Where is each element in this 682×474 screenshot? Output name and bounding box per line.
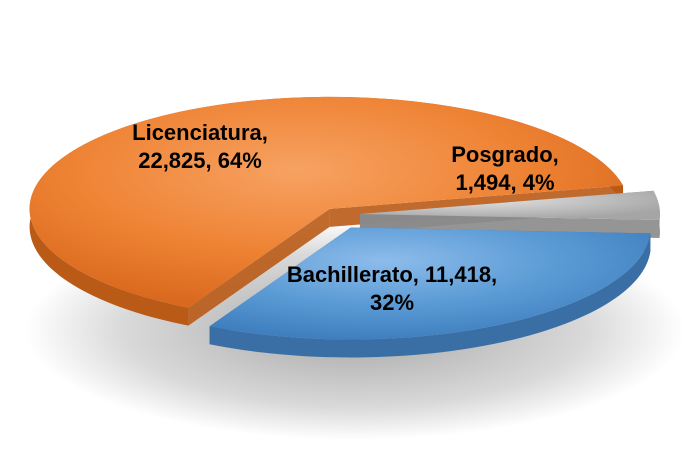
data-label-posgrado: Posgrado, 1,494, 4% <box>451 142 559 195</box>
pie-slice-licenciatura <box>29 96 624 308</box>
data-label-bachillerato: Bachillerato, 11,418, 32% <box>287 262 497 315</box>
data-label-licenciatura: Licenciatura, 22,825, 64% <box>132 120 268 173</box>
pie-labels: Licenciatura, 22,825, 64% Posgrado, 1,494, … <box>132 120 559 315</box>
data-label-line: 22,825, 64% <box>138 148 262 173</box>
data-label-line: Posgrado, <box>451 142 559 167</box>
pie-slice-side-bachillerato <box>209 233 651 358</box>
pie-slice-posgrado <box>359 190 660 221</box>
data-label-line: 32% <box>370 290 414 315</box>
pie-slice-wall-licenciatura-0 <box>188 208 330 326</box>
pie-slices <box>29 96 660 358</box>
pie-slice-bachillerato <box>209 227 651 340</box>
data-label-line: Bachillerato, 11,418, <box>287 262 497 287</box>
data-label-line: Licenciatura, <box>132 120 268 145</box>
data-label-line: 1,494, 4% <box>455 170 554 195</box>
